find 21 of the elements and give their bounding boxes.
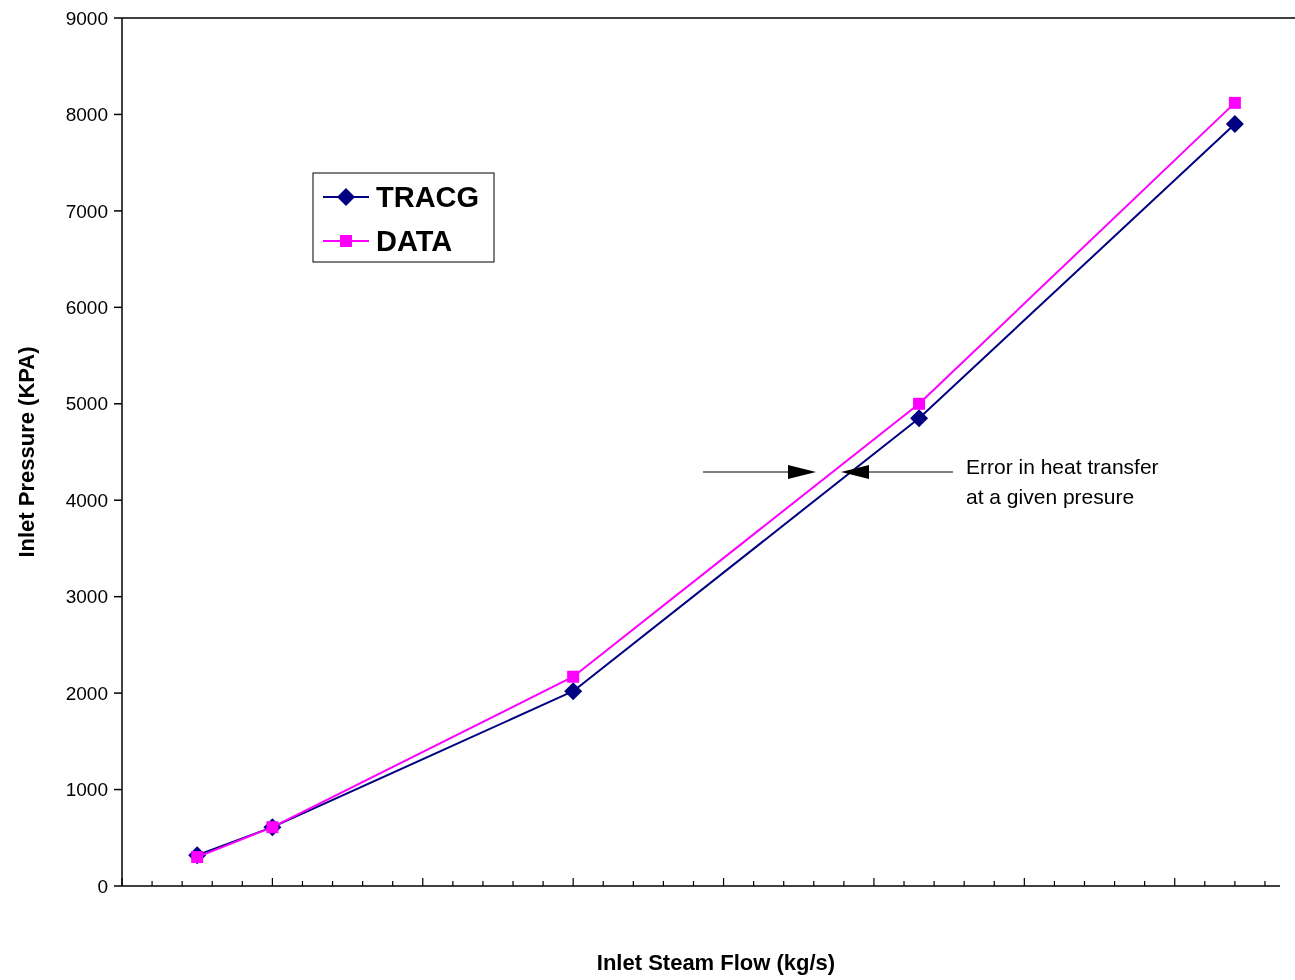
y-tick-label: 5000 bbox=[65, 393, 108, 415]
legend-label: DATA bbox=[376, 225, 453, 258]
point bbox=[1225, 115, 1244, 134]
point bbox=[910, 409, 929, 428]
y-tick-label: 2000 bbox=[65, 682, 108, 704]
x-axis-title: Inlet Steam Flow (kg/s) bbox=[596, 950, 836, 975]
y-tick-label: 4000 bbox=[65, 489, 108, 511]
point bbox=[913, 397, 926, 410]
point bbox=[1228, 96, 1241, 109]
y-tick-label: 0 bbox=[97, 875, 108, 897]
y-axis-title: Inlet Pressure (KPA) bbox=[14, 346, 39, 558]
y-tick-label: 9000 bbox=[65, 7, 108, 29]
legend-label: TRACG bbox=[376, 181, 480, 214]
annotation: Error in heat transfer at a given presure bbox=[966, 455, 1159, 508]
y-tick-label: 6000 bbox=[65, 296, 108, 318]
y-tick-label: 1000 bbox=[65, 779, 108, 801]
y-tick-label: 3000 bbox=[65, 586, 108, 608]
point bbox=[564, 682, 583, 701]
point bbox=[567, 670, 580, 683]
y-tick-label: 7000 bbox=[65, 200, 108, 222]
y-tick-label: 8000 bbox=[65, 104, 108, 126]
